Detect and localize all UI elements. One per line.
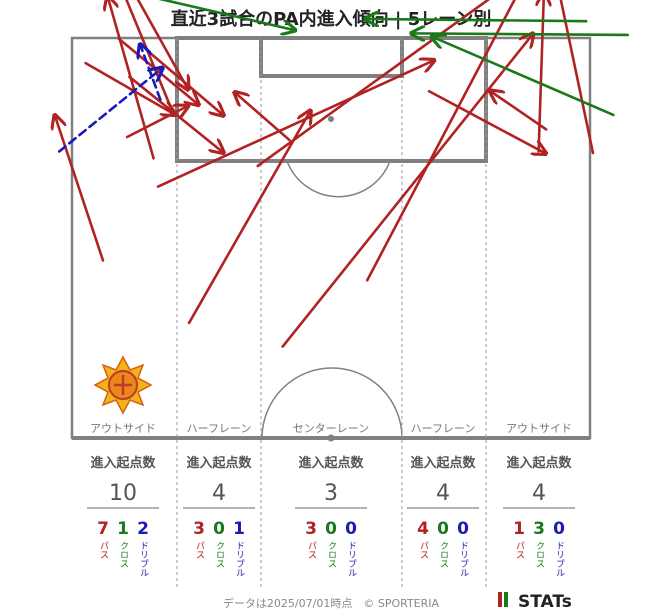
- brand-name: STATs: [518, 592, 572, 611]
- lane-stat-block: 進入起点数 43 パス 0 クロス 1 ドリブル: [183, 455, 255, 577]
- pass-arrow: [539, 0, 544, 153]
- lane-label: アウトサイド: [506, 422, 572, 435]
- cross-label: クロス: [326, 541, 336, 568]
- chart-title: 直近3試合のPA内進入傾向 | 5レーン別: [171, 8, 492, 30]
- team-crest-logo: [93, 355, 153, 415]
- dribble-label: ドリブル: [458, 541, 469, 577]
- cross-arrow: [158, 0, 295, 30]
- cross-count: 0: [213, 519, 225, 539]
- dribble-arrow: [140, 44, 162, 101]
- goal-area: [259, 36, 404, 78]
- penalty-arc: [286, 160, 391, 198]
- cross-label: クロス: [214, 541, 224, 568]
- pass-label: パス: [98, 541, 109, 559]
- cross-arrow: [365, 19, 588, 21]
- stat-label: 進入起点数: [506, 455, 572, 471]
- dribble-count: 1: [233, 519, 245, 539]
- pass-arrow: [234, 92, 291, 142]
- brand-mark-green: [504, 592, 508, 607]
- stat-label: 進入起点数: [298, 455, 364, 471]
- pass-arrow: [365, 0, 516, 282]
- dribble-label: ドリブル: [554, 541, 565, 577]
- lane-stats: 進入起点数107パス1クロス2ドリブル進入起点数43パス0クロス1ドリブル進入起…: [87, 455, 575, 577]
- lane-stat-block: 進入起点数 41 パス 3 クロス 0 ドリブル: [503, 455, 575, 577]
- pass-arrow: [84, 61, 176, 115]
- stat-total: 3: [324, 481, 338, 506]
- pass-label: パス: [418, 541, 429, 559]
- cross-label: クロス: [438, 541, 448, 568]
- stats-brand-logo: STATs: [498, 592, 572, 611]
- pass-count: 1: [513, 519, 525, 539]
- dribble-label: ドリブル: [138, 541, 149, 577]
- stat-label: 進入起点数: [90, 455, 156, 471]
- dribble-arrow: [57, 68, 162, 153]
- brand-mark-red: [498, 592, 502, 607]
- pass-count: 4: [417, 519, 429, 539]
- pass-arrow: [281, 33, 534, 348]
- cross-count: 3: [533, 519, 545, 539]
- data-footer: データは2025/07/01時点 © SPORTERIA: [223, 596, 440, 610]
- pass-arrow: [559, 0, 595, 155]
- cross-label: クロス: [534, 541, 544, 568]
- center-circle: [261, 367, 403, 439]
- cross-count: 0: [437, 519, 449, 539]
- center-spot: [327, 434, 335, 442]
- stat-total: 4: [532, 481, 546, 506]
- dribble-count: 2: [137, 519, 149, 539]
- cross-arrow: [431, 36, 615, 117]
- pass-arrow: [156, 60, 434, 188]
- pitch-outline: [70, 36, 592, 440]
- stat-label: 進入起点数: [410, 455, 476, 471]
- pass-arrow: [136, 0, 188, 90]
- lane-label: センターレーン: [293, 422, 369, 435]
- stat-total: 4: [436, 481, 450, 506]
- lane-label: ハーフレーン: [187, 422, 252, 435]
- penalty-spot: [328, 116, 334, 122]
- pass-count: 3: [305, 519, 317, 539]
- dribble-count: 0: [345, 519, 357, 539]
- cross-label: クロス: [118, 541, 128, 568]
- lane-stat-block: 進入起点数 107 パス 1 クロス 2 ドリブル: [87, 455, 159, 577]
- dribble-count: 0: [553, 519, 565, 539]
- stat-label: 進入起点数: [186, 455, 252, 471]
- pass-arrow: [187, 110, 311, 325]
- dribble-label: ドリブル: [346, 541, 357, 577]
- stat-total: 4: [212, 481, 226, 506]
- pass-arrow: [256, 0, 490, 168]
- entry-arrows: [55, 0, 630, 348]
- dribble-label: ドリブル: [234, 541, 245, 577]
- pass-arrow: [128, 75, 223, 153]
- pass-label: パス: [514, 541, 525, 559]
- pass-arrow: [125, 106, 188, 139]
- pass-arrow: [427, 89, 546, 153]
- lane-labels: アウトサイド ハーフレーン センターレーン ハーフレーン アウトサイド: [90, 422, 572, 435]
- cross-count: 0: [325, 519, 337, 539]
- stat-total: 10: [109, 481, 137, 506]
- dribble-count: 0: [457, 519, 469, 539]
- lane-label: ハーフレーン: [411, 422, 476, 435]
- pass-count: 3: [193, 519, 205, 539]
- pass-label: パス: [194, 541, 205, 559]
- pass-arrow: [55, 115, 105, 262]
- pass-label: パス: [306, 541, 317, 559]
- lane-stat-block: 進入起点数 33 パス 0 クロス 0 ドリブル: [295, 455, 367, 577]
- pass-arrow: [490, 91, 548, 131]
- pitch: [70, 36, 592, 442]
- cross-arrow: [411, 33, 630, 35]
- lane-label: アウトサイド: [90, 422, 156, 435]
- lane-dividers: [176, 38, 487, 590]
- pass-arrow: [125, 0, 175, 115]
- pass-count: 7: [97, 519, 109, 539]
- lane-stat-block: 進入起点数 44 パス 0 クロス 0 ドリブル: [407, 455, 479, 577]
- cross-count: 1: [117, 519, 129, 539]
